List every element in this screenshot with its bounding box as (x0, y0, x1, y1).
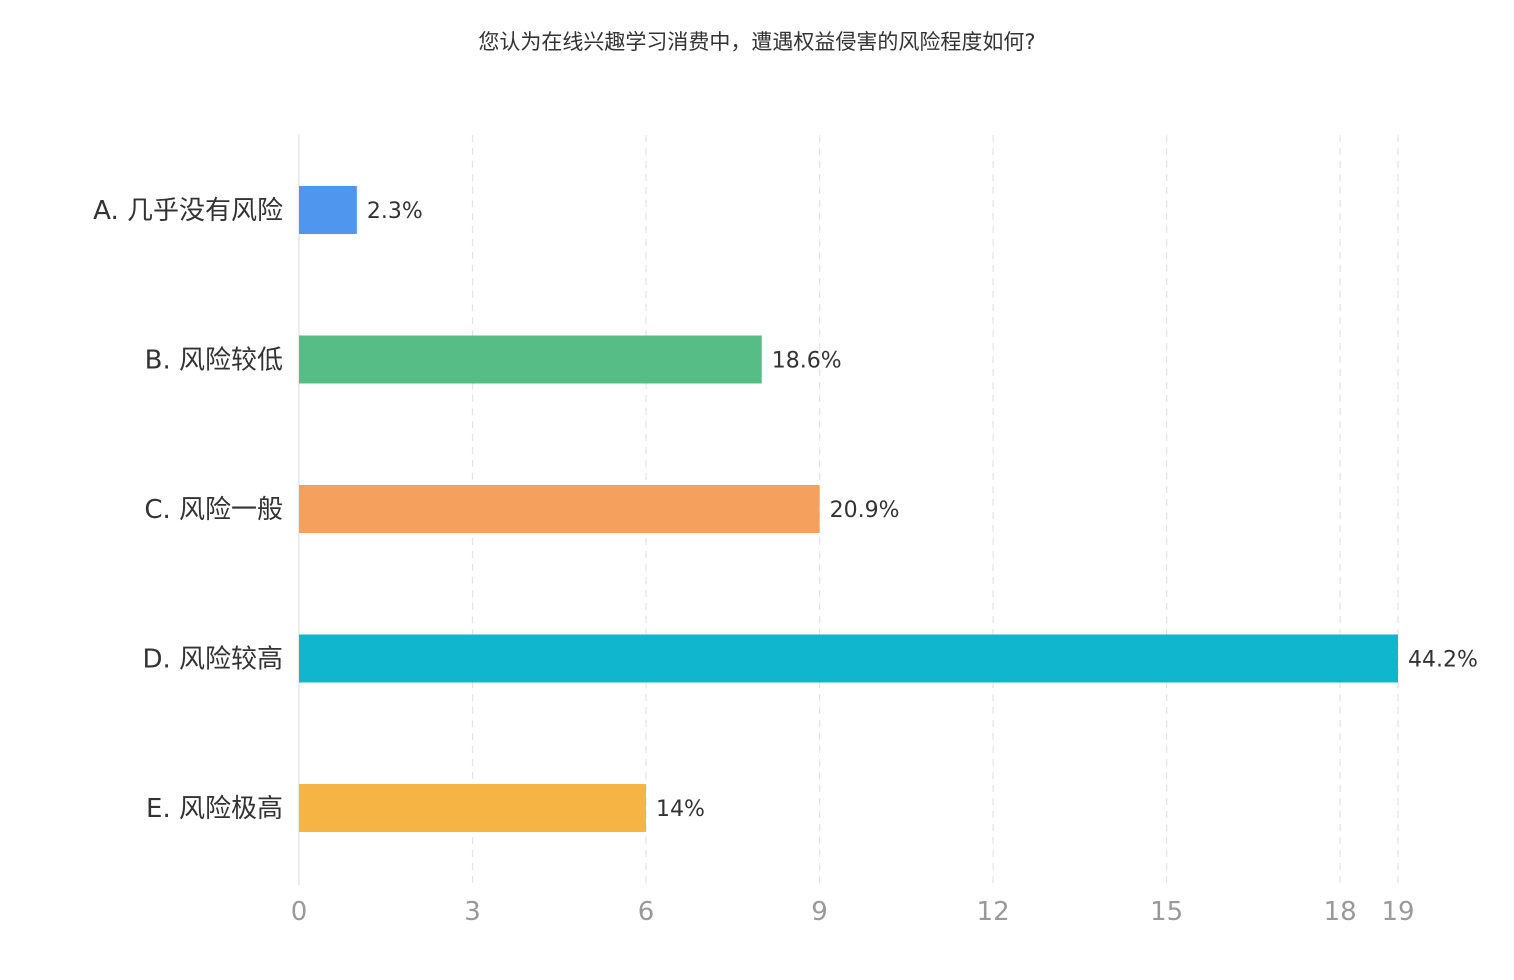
data-label: 2.3% (367, 199, 423, 224)
data-label: 14% (656, 797, 705, 822)
data-label: 18.6% (772, 349, 842, 374)
x-tick-label: 19 (1381, 897, 1414, 927)
x-tick-label: 6 (638, 897, 655, 927)
x-tick-label: 15 (1150, 897, 1183, 927)
x-tick-label: 18 (1324, 897, 1357, 927)
chart-title: 您认为在线兴趣学习消费中，遭遇权益侵害的风险程度如何? (478, 30, 1036, 54)
category-label: B. 风险较低 (145, 346, 283, 376)
category-label: A. 几乎没有风险 (93, 196, 283, 226)
x-tick-label: 0 (291, 897, 308, 927)
bar (299, 784, 647, 832)
category-label: E. 风险极高 (146, 794, 283, 824)
data-label: 20.9% (830, 498, 900, 523)
bar (299, 186, 357, 234)
bar (299, 485, 820, 533)
category-label: D. 风险较高 (142, 645, 283, 675)
data-label: 44.2% (1408, 648, 1478, 673)
bar (299, 335, 762, 384)
x-tick-label: 3 (464, 897, 481, 927)
bar (299, 634, 1398, 683)
category-label: C. 风险一般 (144, 495, 283, 525)
x-tick-label: 9 (811, 897, 828, 927)
x-tick-label: 12 (977, 897, 1010, 927)
